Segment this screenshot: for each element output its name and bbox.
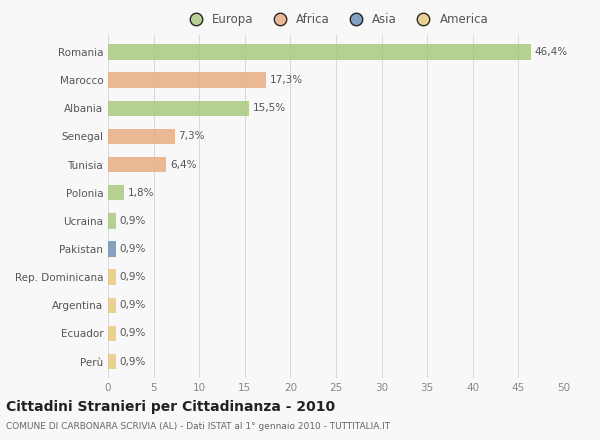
Text: 6,4%: 6,4% bbox=[170, 160, 197, 169]
Bar bbox=[108, 101, 250, 116]
Text: 46,4%: 46,4% bbox=[535, 47, 568, 57]
Bar bbox=[108, 129, 175, 144]
Bar bbox=[108, 157, 166, 172]
Text: COMUNE DI CARBONARA SCRIVIA (AL) - Dati ISTAT al 1° gennaio 2010 - TUTTITALIA.IT: COMUNE DI CARBONARA SCRIVIA (AL) - Dati … bbox=[6, 422, 390, 431]
Text: 15,5%: 15,5% bbox=[253, 103, 286, 114]
Text: 0,9%: 0,9% bbox=[120, 356, 146, 367]
Legend: Europa, Africa, Asia, America: Europa, Africa, Asia, America bbox=[184, 13, 488, 26]
Text: 17,3%: 17,3% bbox=[269, 75, 302, 85]
Bar bbox=[108, 213, 116, 229]
Text: 0,9%: 0,9% bbox=[120, 244, 146, 254]
Text: 0,9%: 0,9% bbox=[120, 216, 146, 226]
Text: 0,9%: 0,9% bbox=[120, 272, 146, 282]
Bar bbox=[108, 241, 116, 257]
Text: 0,9%: 0,9% bbox=[120, 328, 146, 338]
Bar bbox=[108, 185, 124, 201]
Bar bbox=[108, 297, 116, 313]
Text: 7,3%: 7,3% bbox=[178, 132, 205, 142]
Bar bbox=[108, 44, 531, 60]
Text: Cittadini Stranieri per Cittadinanza - 2010: Cittadini Stranieri per Cittadinanza - 2… bbox=[6, 400, 335, 414]
Bar bbox=[108, 73, 266, 88]
Text: 0,9%: 0,9% bbox=[120, 300, 146, 310]
Text: 1,8%: 1,8% bbox=[128, 188, 155, 198]
Bar bbox=[108, 326, 116, 341]
Bar bbox=[108, 354, 116, 369]
Bar bbox=[108, 269, 116, 285]
